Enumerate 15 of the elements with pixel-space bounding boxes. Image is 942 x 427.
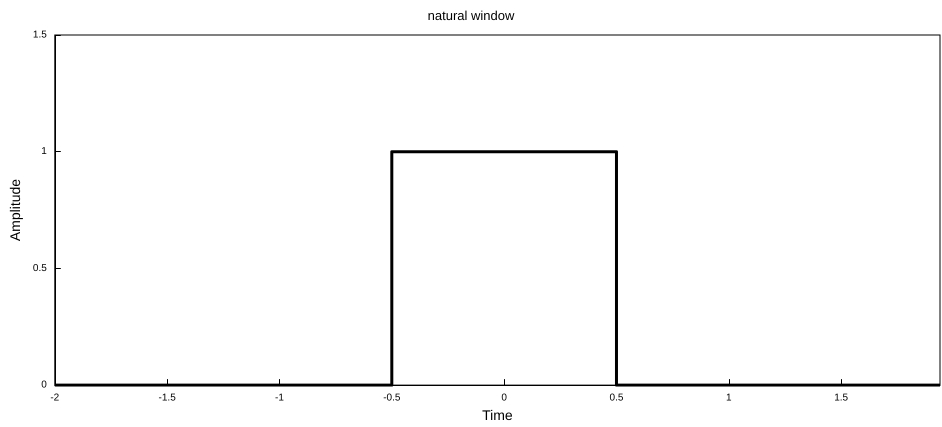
x-axis-title: Time: [482, 407, 513, 423]
y-tick-label: 0: [41, 380, 48, 391]
x-tick-label: -1: [275, 392, 284, 404]
x-tick-label: 0: [501, 392, 508, 404]
x-tick-label: 1: [726, 392, 732, 404]
x-tick-label: -2: [50, 392, 60, 404]
chart-title: natural window: [428, 8, 515, 23]
y-tick-label: 1.5: [32, 30, 48, 40]
x-tick-label: 1.5: [834, 392, 849, 404]
x-tick-label: -1.5: [158, 392, 176, 404]
y-tick-label: 0.5: [32, 262, 48, 274]
x-tick-label: -0.5: [383, 392, 401, 404]
y-axis-title: Amplitude: [7, 178, 23, 242]
y-tick-label: 1: [41, 146, 48, 158]
x-tick-label: 0.5: [610, 392, 624, 404]
